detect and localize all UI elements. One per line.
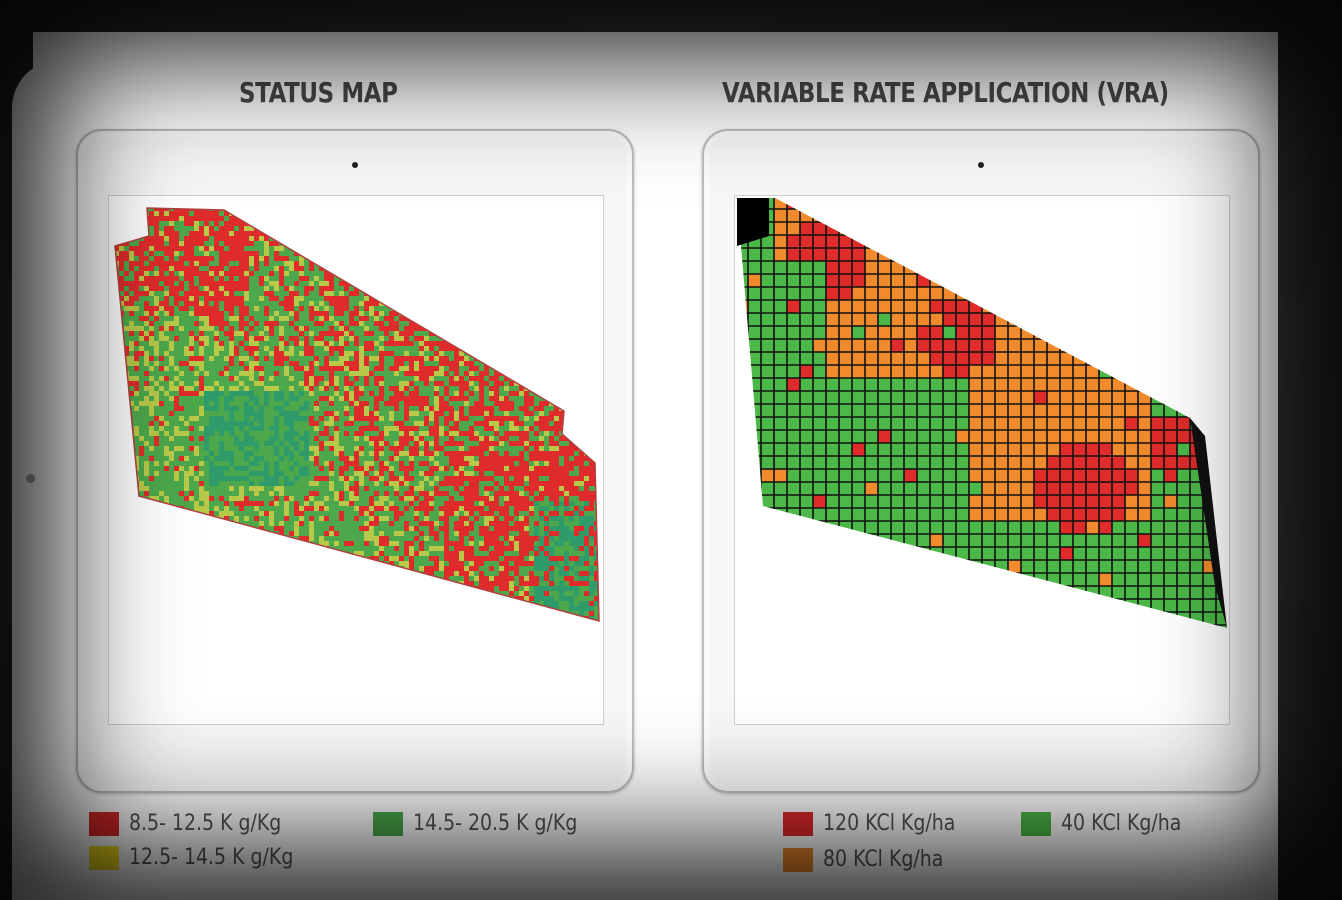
vra-map-legend: 120 KCl Kg/ha 80 KCl Kg/ha 40 KCl Kg/ha [783,807,1243,877]
bullet-dot [26,474,35,483]
legend-label-vra-80: 80 KCl Kg/ha [823,847,944,872]
vra-map-field [737,198,1227,628]
legend-item-vra-40: 40 KCl Kg/ha [1021,811,1201,836]
legend-swatch-green [373,811,403,836]
legend-item-status-high: 14.5- 20.5 K g/Kg [373,811,604,836]
legend-label-status-low: 8.5- 12.5 K g/Kg [129,811,282,836]
legend-swatch-orange [783,847,813,872]
status-map-tablet [76,129,634,793]
legend-label-vra-40: 40 KCl Kg/ha [1061,811,1182,836]
legend-swatch-green [1021,811,1051,836]
legend-swatch-yellow [89,845,119,870]
tablet-camera [978,162,984,168]
vra-map-tablet [702,129,1260,793]
legend-item-vra-80: 80 KCl Kg/ha [783,847,963,872]
legend-swatch-red [89,811,119,836]
status-map-title: STATUS MAP [239,76,398,109]
infographic-card: STATUS MAP 8.5- 12.5 K g/Kg 12.5- 14.5 K… [33,32,1278,900]
tablet-camera [352,162,358,168]
legend-swatch-red [783,811,813,836]
status-map-field [114,207,600,622]
legend-label-status-mid: 12.5- 14.5 K g/Kg [129,845,294,870]
legend-label-status-high: 14.5- 20.5 K g/Kg [413,811,578,836]
vra-map-title: VARIABLE RATE APPLICATION (VRA) [722,76,1169,109]
legend-label-vra-120: 120 KCl Kg/ha [823,811,956,836]
legend-item-status-mid: 12.5- 14.5 K g/Kg [89,845,320,870]
status-field-boundary [114,207,600,622]
status-map-screen [108,195,604,725]
vra-dark-corner [737,198,769,246]
vra-map-screen [734,195,1230,725]
status-map-legend: 8.5- 12.5 K g/Kg 12.5- 14.5 K g/Kg 14.5-… [89,807,649,877]
legend-item-status-low: 8.5- 12.5 K g/Kg [89,811,306,836]
vra-dark-edge [1190,418,1227,628]
legend-item-vra-120: 120 KCl Kg/ha [783,811,977,836]
